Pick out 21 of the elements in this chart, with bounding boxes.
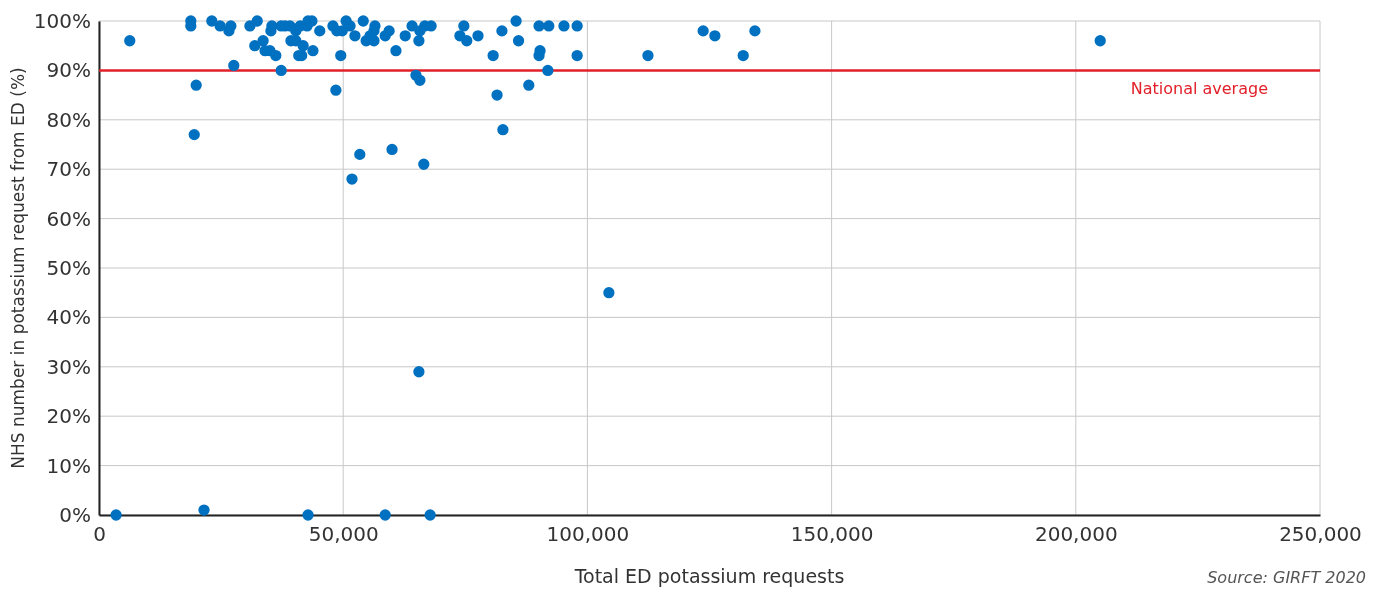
y-tick-label: 10% (46, 453, 91, 478)
y-tick-label: 80% (46, 107, 91, 132)
y-tick-label: 60% (46, 206, 91, 231)
y-tick-label: 30% (46, 354, 91, 379)
y-tick-label: 20% (46, 404, 91, 429)
y-tick-label: 100% (33, 8, 91, 33)
y-tick-label: 40% (46, 305, 91, 330)
x-tick-label: 50,000 (308, 522, 379, 547)
x-tick-label: 100,000 (546, 522, 630, 547)
y-tick-label: 90% (46, 58, 91, 83)
source-note: Source: GIRFT 2020 (1207, 568, 1366, 587)
x-tick-label: 0 (93, 522, 106, 547)
ref-line-label: National average (1130, 79, 1268, 99)
y-tick-label: 70% (46, 157, 91, 182)
x-tick-label: 150,000 (790, 522, 874, 547)
x-tick-label: 200,000 (1034, 522, 1118, 547)
x-tick-label: 250,000 (1279, 522, 1362, 547)
y-tick-label: 0% (59, 502, 91, 527)
x-axis-title: Total ED potassium requests (573, 565, 845, 587)
y-tick-label: 50% (46, 255, 91, 280)
y-axis-title: NHS number in potassium request from ED (%) (8, 67, 28, 469)
